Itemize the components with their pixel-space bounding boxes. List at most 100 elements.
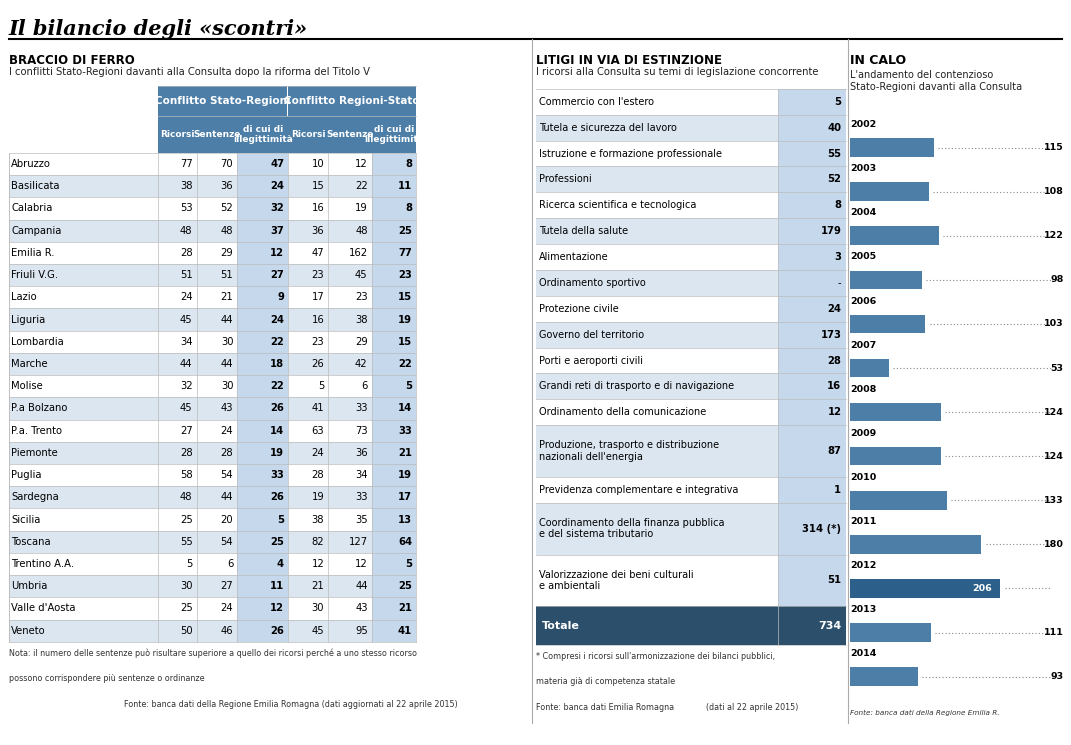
Text: Ricorsi: Ricorsi [160,130,194,139]
Bar [157,86,288,115]
Text: 53: 53 [1051,364,1064,372]
Text: Emilia R.: Emilia R. [11,248,55,258]
Text: -: - [838,278,842,288]
Text: 45: 45 [180,314,193,325]
Text: 27: 27 [221,581,233,592]
Text: 58: 58 [180,470,193,480]
Text: 30: 30 [221,337,233,346]
Text: 44: 44 [221,359,233,369]
Text: 12: 12 [828,408,842,417]
Text: 8: 8 [405,159,412,169]
Text: 28: 28 [221,448,233,458]
Text: 47: 47 [312,248,325,258]
Bar [9,397,417,419]
Text: materia già di competenza statale: materia già di competenza statale [536,677,675,686]
Text: P.a. Trento: P.a. Trento [11,425,62,436]
Text: 2009: 2009 [850,429,877,438]
Text: 40: 40 [828,123,842,133]
Bar [850,183,929,201]
Text: 124: 124 [1043,451,1064,460]
Text: IN CALO: IN CALO [850,54,906,67]
Text: * Compresi i ricorsi sull'armonizzazione dei bilanci pubblici,: * Compresi i ricorsi sull'armonizzazione… [536,652,774,661]
Text: I conflitti Stato-Regioni davanti alla Consulta dopo la riforma del Titolo V: I conflitti Stato-Regioni davanti alla C… [9,67,369,77]
Text: 24: 24 [828,304,842,314]
Text: Tutela e sicurezza del lavoro: Tutela e sicurezza del lavoro [539,123,677,133]
Bar [536,192,778,218]
Text: 77: 77 [398,248,412,258]
Text: 2008: 2008 [850,384,877,393]
Text: 93: 93 [1051,672,1064,681]
Text: 115: 115 [1044,143,1064,152]
Bar [778,425,846,477]
Text: 22: 22 [355,181,367,191]
Text: 2006: 2006 [850,297,877,305]
Text: Campania: Campania [11,226,61,235]
Bar [238,530,288,553]
Text: 51: 51 [827,575,842,586]
Text: 25: 25 [398,581,412,592]
Text: 35: 35 [355,515,367,524]
Text: 21: 21 [312,581,325,592]
Bar [536,270,778,296]
Text: 77: 77 [180,159,193,169]
Bar [372,197,417,220]
Text: Basilicata: Basilicata [11,181,60,191]
Text: 48: 48 [180,226,193,235]
Bar [778,115,846,141]
Bar [778,296,846,322]
Bar [778,373,846,399]
Text: 4: 4 [277,559,284,569]
Text: Alimentazione: Alimentazione [539,252,608,262]
Bar [238,353,288,375]
Bar [536,503,778,554]
Text: 26: 26 [270,492,284,502]
Text: Ricorsi: Ricorsi [291,130,326,139]
Bar [778,477,846,503]
Text: 14: 14 [397,404,412,413]
Bar [288,86,417,115]
Text: 5: 5 [277,515,284,524]
Bar [238,508,288,530]
Bar [238,375,288,397]
Text: 10: 10 [312,159,325,169]
Text: 32: 32 [270,203,284,214]
Text: 51: 51 [180,270,193,280]
Bar [372,597,417,620]
Text: 45: 45 [180,404,193,413]
Bar [850,624,931,641]
Text: 734: 734 [818,621,842,631]
Text: 24: 24 [270,181,284,191]
Bar [372,486,417,508]
Text: 2014: 2014 [850,649,877,658]
Text: 36: 36 [355,448,367,458]
Bar [778,322,846,348]
Text: 28: 28 [312,470,325,480]
Text: 26: 26 [270,626,284,635]
Bar [372,153,417,175]
Text: 8: 8 [405,203,412,214]
Text: 25: 25 [180,603,193,613]
Text: 9: 9 [277,292,284,302]
Bar [372,575,417,597]
Bar [536,322,778,348]
Text: 8: 8 [834,200,842,210]
Text: di cui di
illegittimità: di cui di illegittimità [232,124,292,144]
Bar [9,153,417,175]
Text: 124: 124 [1043,408,1064,416]
Text: Tutela della salute: Tutela della salute [539,226,628,236]
Text: 28: 28 [180,248,193,258]
Bar [778,348,846,373]
Bar [536,477,778,503]
Text: 34: 34 [180,337,193,346]
Text: 24: 24 [221,603,233,613]
Bar [778,89,846,115]
Text: Abruzzo: Abruzzo [11,159,51,169]
Text: 108: 108 [1043,187,1064,196]
Bar [9,442,417,464]
Text: Calabria: Calabria [11,203,52,214]
Text: 21: 21 [398,603,412,613]
Bar [536,115,778,141]
Text: 6: 6 [361,381,367,391]
Text: 25: 25 [398,226,412,235]
Text: Istruzione e formazione professionale: Istruzione e formazione professionale [539,148,722,159]
